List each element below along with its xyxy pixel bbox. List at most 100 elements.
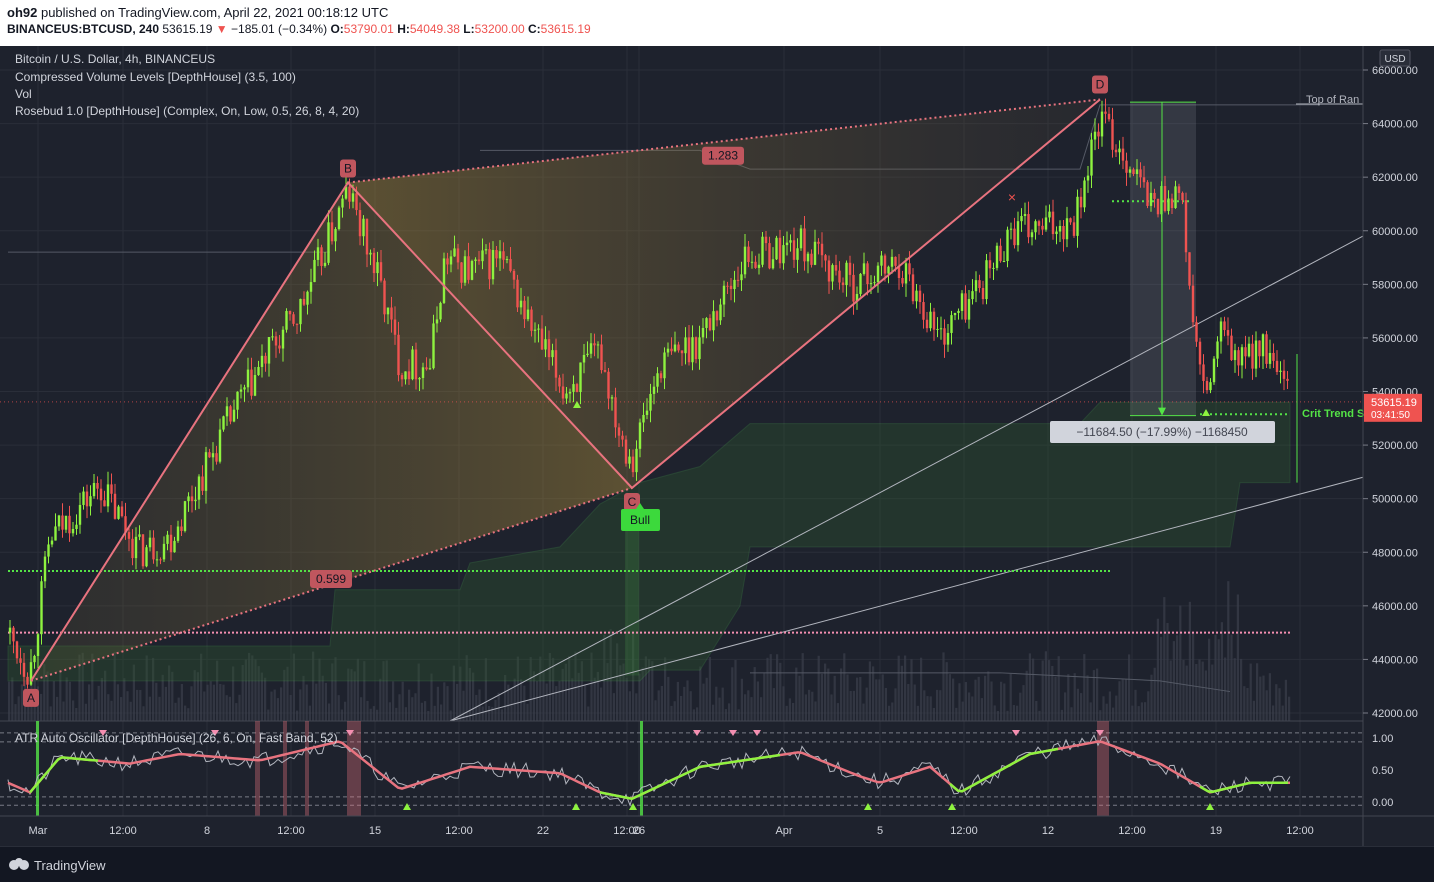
candle-body (572, 384, 575, 392)
candle-body (1149, 192, 1153, 206)
volume-bar (968, 692, 971, 721)
volume-bar (136, 689, 139, 721)
candle-body (901, 277, 904, 284)
candle-body (239, 389, 243, 392)
osc-bull-column (640, 721, 643, 816)
candle-body (61, 515, 64, 530)
candle-body (509, 259, 512, 271)
volume-bar (776, 654, 779, 721)
candle-body (1226, 330, 1230, 336)
candle-body (785, 242, 789, 246)
candle-body (1268, 352, 1272, 364)
bull-label-box (621, 509, 660, 531)
candle-body (383, 280, 386, 315)
candle-body (736, 279, 740, 281)
volume-bar (1156, 618, 1159, 721)
time-axis-label: 12:00 (109, 825, 137, 837)
candle-body (173, 540, 176, 553)
price-chart-svg[interactable]: A B C D 0.599 1.283 Bull × Top of Ran Crit Trend … (0, 46, 1434, 846)
candle-body (477, 259, 481, 262)
volume-bar (795, 667, 798, 721)
volume-bar (1019, 692, 1022, 721)
candle-body (691, 337, 694, 363)
candle-body (943, 328, 946, 345)
publisher-name[interactable]: oh92 (7, 5, 38, 20)
candle-body (1195, 322, 1198, 342)
candle-body (1153, 192, 1156, 199)
measure-tool[interactable]: −11684.50 (−17.99%) −1168450 (1050, 101, 1298, 483)
time-axis-label: 12:00 (613, 825, 641, 837)
volume-bar (299, 689, 302, 721)
tradingview-logo-icon (9, 858, 29, 870)
indicator-atr-oscillator[interactable]: ATR Auto Oscillator [DepthHouse] (26, 6,… (15, 731, 338, 745)
candle-body (1079, 196, 1083, 208)
volume-bar (763, 673, 766, 721)
volume-bar (539, 656, 542, 721)
volume-bar (1022, 685, 1025, 721)
candle-body (1058, 225, 1062, 232)
volume-bar (193, 670, 196, 721)
candle-body (600, 344, 603, 371)
indicator-vol[interactable]: Vol (15, 87, 32, 101)
candle-body (603, 370, 607, 372)
volume-bar (1080, 693, 1083, 721)
candle-body (285, 310, 288, 330)
candle-body (789, 240, 792, 243)
candle-body (1216, 341, 1219, 359)
candle-body (719, 304, 722, 321)
candle-body (1146, 182, 1149, 206)
candle-body (1209, 382, 1212, 391)
candle-body (397, 334, 400, 376)
indicator-rosebud[interactable]: Rosebud 1.0 [DepthHouse] (Complex, On, L… (15, 104, 360, 118)
candle-body (404, 371, 407, 380)
volume-bar (452, 665, 455, 721)
volume-bar (904, 655, 907, 721)
volume-bar (62, 701, 65, 721)
volume-bar (1268, 673, 1271, 721)
candle-body (729, 285, 733, 290)
candle-body (145, 547, 148, 567)
tradingview-brand[interactable]: TradingView (8, 856, 106, 874)
time-axis-label: 15 (369, 825, 381, 837)
time-axis-label: 12:00 (1118, 825, 1146, 837)
candle-body (215, 453, 218, 462)
volume-bar (635, 693, 638, 721)
candle-body (50, 540, 54, 545)
candle-body (803, 228, 806, 262)
candle-body (1037, 221, 1041, 226)
chart-title: Bitcoin / U.S. Dollar, 4h, BINANCEUS (15, 52, 216, 66)
volume-bar (139, 689, 142, 721)
candle-body (628, 456, 631, 464)
volume-bar (648, 659, 651, 721)
candle-body (351, 193, 355, 202)
volume-bar (251, 655, 254, 721)
time-axis-label: 12:00 (1286, 825, 1314, 837)
volume-bar (219, 683, 222, 721)
volume-bar (1099, 710, 1102, 721)
candle-body (103, 500, 106, 507)
volume-bar (369, 708, 372, 721)
volume-bar (302, 675, 305, 721)
candle-body (778, 237, 782, 264)
pattern-point-b-box (340, 159, 356, 178)
candle-body (299, 298, 302, 325)
volume-bar (1166, 622, 1169, 721)
volume-bar (881, 674, 884, 721)
candle-body (1121, 148, 1125, 161)
pattern-point-d-box (1092, 75, 1108, 94)
chart-area[interactable]: A B C D 0.599 1.283 Bull × Top of Ran Crit Trend … (0, 46, 1434, 846)
volume-bar (769, 654, 772, 721)
candle-body (519, 300, 523, 308)
volume-bar (1188, 601, 1191, 721)
volume-bar (190, 686, 193, 721)
volume-bar (1131, 705, 1134, 721)
candle-body (883, 255, 887, 274)
volume-bar (1198, 659, 1201, 721)
candle-body (1233, 350, 1237, 361)
candle-body (320, 247, 323, 266)
volume-bar (1176, 635, 1179, 721)
volume-bar (753, 667, 756, 721)
indicator-compressed-volume[interactable]: Compressed Volume Levels [DepthHouse] (3… (15, 70, 296, 84)
candle-body (1191, 285, 1195, 323)
volume-bar (1185, 665, 1188, 721)
